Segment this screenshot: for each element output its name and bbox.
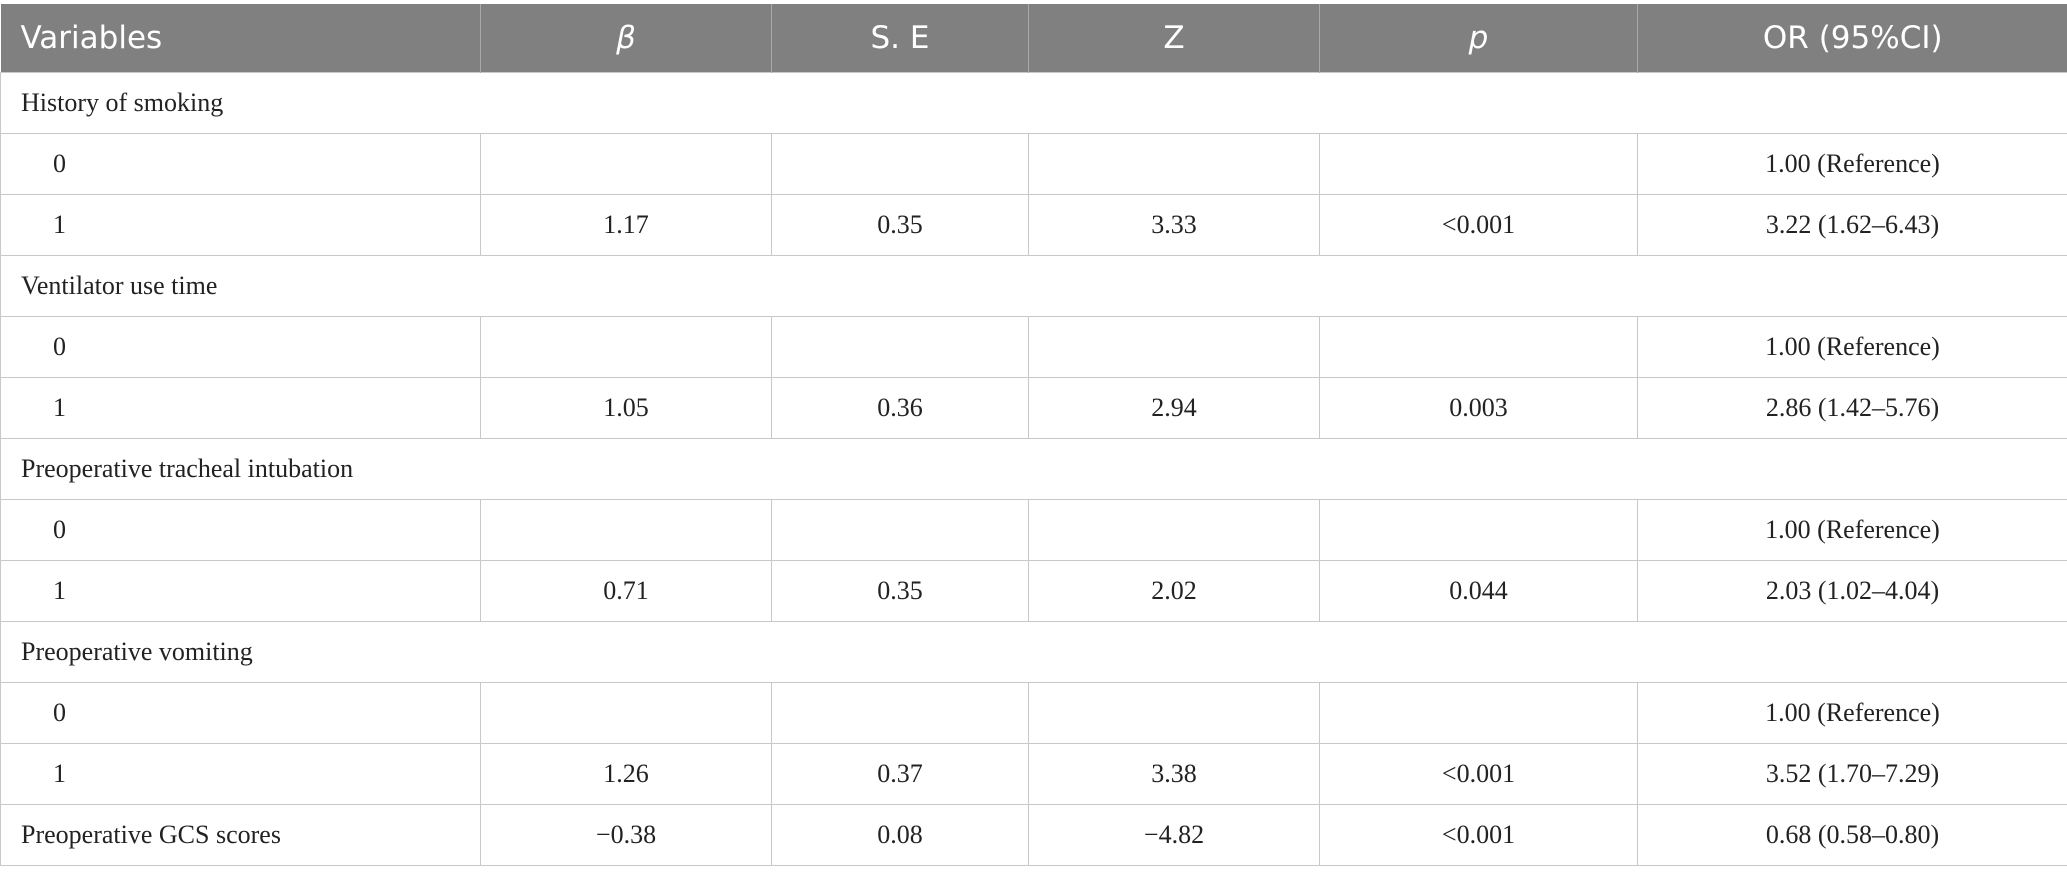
variable-cell: 1 [1,378,481,439]
value-cell: 0.003 [1320,378,1638,439]
data-row: 0 1.00 (Reference) [1,500,2067,561]
value-cell: 0.37 [772,744,1029,805]
value-cell [481,683,772,744]
value-cell: 3.33 [1029,195,1320,256]
header-cell: S. E [772,4,1029,73]
value-cell: −0.38 [481,805,772,866]
variable-cell: Preoperative tracheal intubation [1,439,2067,500]
variable-cell: History of smoking [1,73,2067,134]
value-cell: 2.02 [1029,561,1320,622]
value-cell: 3.38 [1029,744,1320,805]
value-cell: 0.68 (0.58–0.80) [1638,805,2067,866]
variable-cell: 0 [1,500,481,561]
value-cell [772,500,1029,561]
value-cell: <0.001 [1320,744,1638,805]
value-cell [481,500,772,561]
header-cell: Variables [1,4,481,73]
variable-cell: 0 [1,134,481,195]
data-row: 0 1.00 (Reference) [1,683,2067,744]
value-cell: 0.08 [772,805,1029,866]
variable-cell: Ventilator use time [1,256,2067,317]
value-cell [1029,317,1320,378]
value-cell [772,317,1029,378]
group-row: Preoperative tracheal intubation [1,439,2067,500]
value-cell [1029,134,1320,195]
group-row: History of smoking [1,73,2067,134]
value-cell: 3.22 (1.62–6.43) [1638,195,2067,256]
value-cell: <0.001 [1320,805,1638,866]
value-cell: 1.00 (Reference) [1638,683,2067,744]
value-cell: 0.36 [772,378,1029,439]
value-cell: 0.044 [1320,561,1638,622]
value-cell: 0.71 [481,561,772,622]
value-cell: 2.94 [1029,378,1320,439]
value-cell [1029,500,1320,561]
value-cell: 3.52 (1.70–7.29) [1638,744,2067,805]
variable-cell: 1 [1,744,481,805]
header-cell: p [1320,4,1638,73]
value-cell: 1.05 [481,378,772,439]
header-cell: Z [1029,4,1320,73]
variable-cell: 0 [1,317,481,378]
value-cell: 2.86 (1.42–5.76) [1638,378,2067,439]
value-cell: 1.00 (Reference) [1638,134,2067,195]
variable-cell: 1 [1,561,481,622]
value-cell [1320,317,1638,378]
variable-cell: 1 [1,195,481,256]
value-cell: 1.00 (Reference) [1638,500,2067,561]
value-cell: <0.001 [1320,195,1638,256]
value-cell [772,134,1029,195]
variable-cell: 0 [1,683,481,744]
value-cell: 0.35 [772,561,1029,622]
variable-cell: Preoperative vomiting [1,622,2067,683]
value-cell: 1.17 [481,195,772,256]
data-row: 0 1.00 (Reference) [1,134,2067,195]
value-cell [772,683,1029,744]
variable-cell: Preoperative GCS scores [1,805,481,866]
value-cell: 1.26 [481,744,772,805]
header-cell: OR (95%CI) [1638,4,2067,73]
group-row: Ventilator use time [1,256,2067,317]
header-cell: β [481,4,772,73]
value-cell [481,134,772,195]
value-cell [481,317,772,378]
data-row: 0 1.00 (Reference) [1,317,2067,378]
value-cell: −4.82 [1029,805,1320,866]
value-cell [1320,134,1638,195]
value-cell [1029,683,1320,744]
value-cell [1320,500,1638,561]
value-cell [1320,683,1638,744]
group-row: Preoperative vomiting [1,622,2067,683]
value-cell: 0.35 [772,195,1029,256]
value-cell: 1.00 (Reference) [1638,317,2067,378]
value-cell: 2.03 (1.02–4.04) [1638,561,2067,622]
